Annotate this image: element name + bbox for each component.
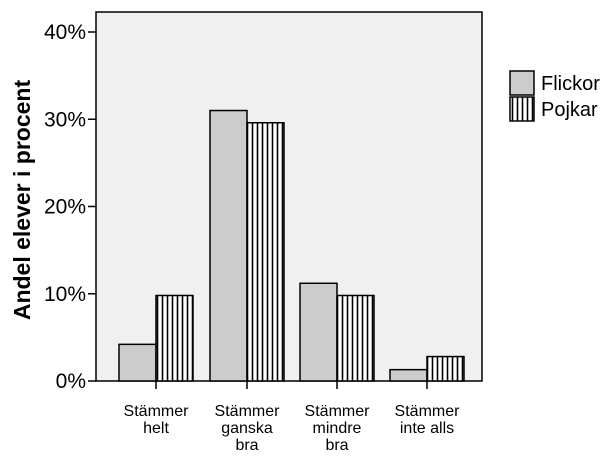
y-tick-label: 0% <box>56 370 86 393</box>
legend: Flickor Pojkar <box>509 70 600 122</box>
bar-pojkar-2 <box>246 121 285 382</box>
x-tick-label: Stämmer ganska bra <box>215 403 281 454</box>
y-tick-label: 20% <box>44 196 86 219</box>
bar-flickor-3 <box>299 282 338 382</box>
bar-pojkar-1 <box>155 294 194 382</box>
bar-pojkar-3 <box>336 294 375 382</box>
x-axis-labels: Stämmer helt Stämmer ganska bra Stämmer mindre… <box>124 381 461 454</box>
bar-flickor-4 <box>389 368 428 382</box>
x-tick-label: Stämmer helt <box>124 403 190 437</box>
legend-swatch-flickor <box>509 70 535 96</box>
bar-flickor-1 <box>118 343 157 382</box>
bars-group <box>118 109 465 382</box>
bar-pojkar-4 <box>426 355 465 382</box>
legend-swatch-pojkar <box>509 96 535 122</box>
legend-label-flickor: Flickor <box>541 73 600 95</box>
bar-flickor-2 <box>209 109 248 382</box>
y-tick-label: 40% <box>44 21 86 44</box>
y-tick-label: 30% <box>44 108 86 131</box>
y-axis: 0% 10% 20% 30% 40% <box>44 21 96 393</box>
y-axis-label: Andel elever i procent <box>9 80 35 321</box>
x-tick-label: Stämmer inte alls <box>395 403 461 437</box>
legend-label-pojkar: Pojkar <box>541 99 598 121</box>
y-tick-label: 10% <box>44 283 86 306</box>
x-tick-label: Stämmer mindre bra <box>305 403 371 454</box>
plot-area <box>95 11 483 382</box>
